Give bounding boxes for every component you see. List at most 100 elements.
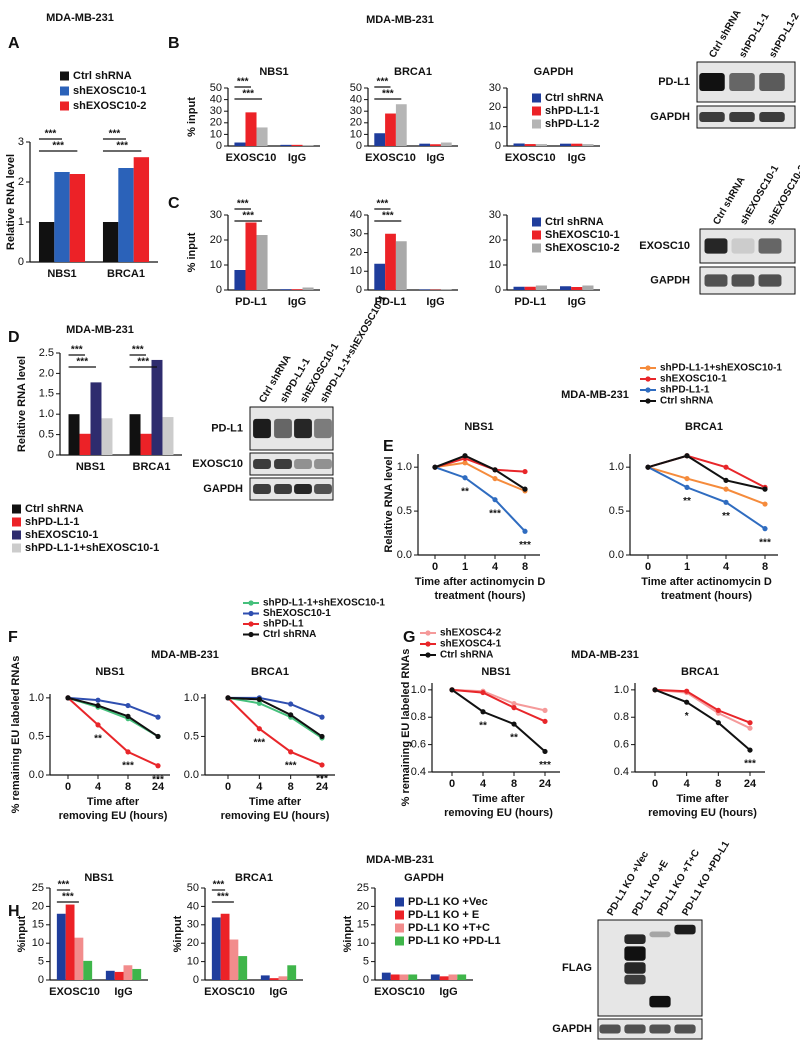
significance-stars: *** [152, 774, 164, 785]
y-axis-label: %input [342, 915, 354, 952]
x-tick-label: IgG [568, 152, 586, 164]
blot-row-label: PD-L1 [658, 76, 690, 88]
bar [123, 965, 133, 980]
legend-label: ShEXOSC10-1 [545, 229, 620, 241]
blot-band [599, 1024, 621, 1034]
bar [513, 286, 525, 290]
x-tick-label: 24 [152, 781, 165, 793]
point [480, 689, 486, 696]
chart-title: MDA-MB-231 [151, 649, 219, 661]
bar [133, 157, 150, 262]
point [288, 712, 294, 718]
y-tick-label: 50 [210, 82, 222, 94]
line [451, 689, 546, 753]
blot-band [649, 931, 671, 938]
point [125, 702, 131, 709]
point [522, 468, 528, 475]
y-tick-label: 30 [350, 105, 362, 117]
y-tick-label: 0.0 [184, 769, 199, 781]
bar [399, 974, 409, 980]
significance-stars: *** [242, 89, 254, 100]
bar [524, 286, 536, 290]
significance-stars: *** [52, 141, 64, 152]
point [652, 687, 658, 693]
y-tick-label: 10 [32, 937, 44, 949]
legend-label: shPD-L1-1+shEXOSC10-1 [660, 363, 782, 374]
x-tick-label: 24 [539, 778, 552, 790]
x-tick-label: PD-L1 [375, 296, 407, 308]
y-tick-label: 50 [187, 882, 199, 894]
y-tick-label: 0 [18, 256, 24, 268]
y-axis-label: % remaining EU labeled RNAs [400, 649, 412, 807]
blot-band [624, 962, 646, 974]
bar [101, 418, 113, 455]
y-tick-label: 10 [210, 128, 222, 140]
y-tick-label: 0 [363, 974, 369, 986]
significance-stars: ** [461, 486, 469, 497]
point [762, 526, 768, 532]
y-tick-label: 50 [350, 82, 362, 94]
bar [280, 144, 292, 146]
legend-label: Ctrl shRNA [545, 216, 604, 228]
point [715, 720, 721, 726]
significance-stars: *** [76, 357, 88, 368]
chart-title: MDA-MB-231 [66, 324, 134, 336]
legend-swatch [12, 543, 21, 553]
y-tick-label: 20 [210, 117, 222, 129]
point [522, 528, 528, 534]
bar [234, 270, 246, 290]
bar [102, 222, 119, 262]
legend-label: Ctrl shRNA [440, 650, 493, 661]
bar [256, 127, 268, 146]
point [256, 700, 262, 706]
x-tick-label: IgG [568, 296, 586, 308]
x-tick-label: 4 [723, 561, 730, 573]
x-tick-label: EXOSC10 [505, 152, 556, 164]
legend-label: shPD-L1-2 [545, 118, 599, 130]
y-tick-label: 1.0 [609, 461, 624, 473]
significance-stars: *** [237, 77, 249, 88]
point [723, 477, 729, 483]
subplot-title: BRCA1 [235, 872, 273, 884]
bar [381, 972, 391, 980]
x-tick-label: NBS1 [47, 268, 76, 280]
bar [419, 289, 431, 290]
legend-label: ShEXOSC10-2 [545, 242, 620, 254]
blot-band [253, 459, 271, 469]
blot-band [758, 274, 782, 287]
blot-band [759, 112, 785, 122]
significance-stars: *** [744, 759, 756, 770]
point [492, 497, 498, 503]
point [492, 467, 498, 473]
x-tick-label: 0 [449, 778, 455, 790]
legend-swatch [532, 93, 541, 103]
legend-swatch [532, 119, 541, 129]
significance-stars: *** [116, 141, 128, 152]
y-tick-label: 1.5 [39, 388, 54, 400]
y-tick-label: 10 [187, 956, 199, 968]
x-tick-label: IgG [426, 152, 444, 164]
y-tick-label: 1.0 [397, 461, 412, 473]
bar [54, 172, 70, 262]
subplot-title: NBS1 [481, 666, 510, 678]
legend-swatch [532, 243, 541, 253]
legend-swatch [395, 936, 404, 946]
point [155, 763, 161, 769]
y-axis-label: Relative RNA level [16, 356, 28, 452]
x-tick-label: EXOSC10 [226, 152, 277, 164]
blot-band [624, 934, 646, 944]
blot-band [699, 112, 725, 122]
x-tick-label: IgG [114, 986, 132, 998]
blot-band [624, 974, 646, 985]
line [434, 457, 526, 473]
bar [385, 113, 396, 146]
bar [56, 913, 66, 980]
x-tick-label: 0 [652, 778, 658, 790]
legend-label: shEXOSC10-2 [73, 100, 146, 112]
y-tick-label: 0 [48, 449, 54, 461]
significance-stars: *** [213, 880, 225, 891]
significance-stars: *** [539, 760, 551, 771]
y-tick-label: 10 [350, 265, 362, 277]
